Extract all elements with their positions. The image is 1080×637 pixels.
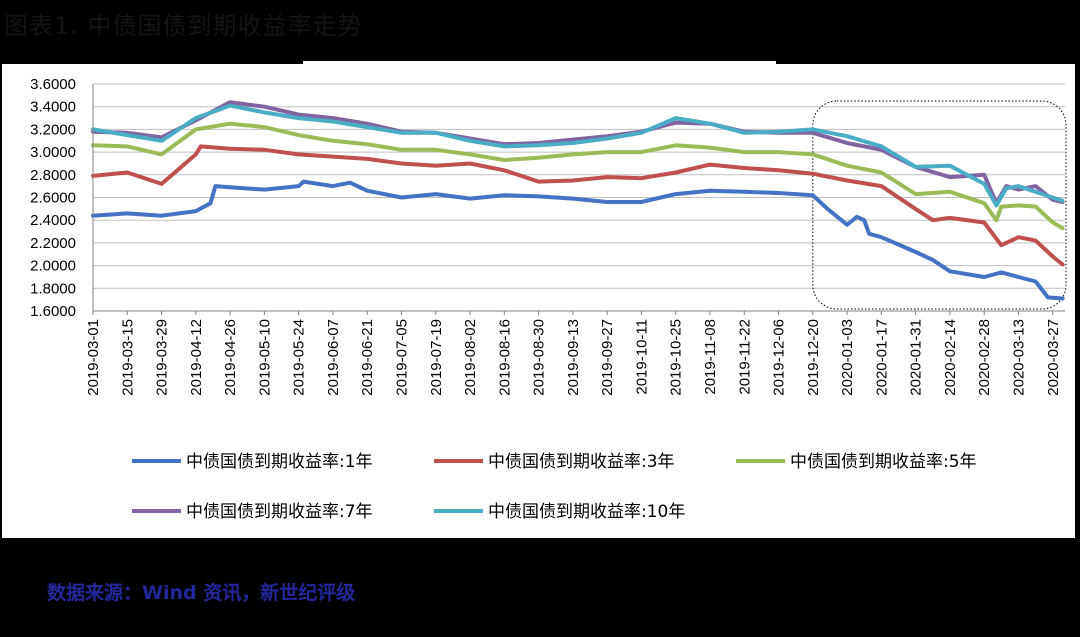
x-tick-label: 2019-09-13 xyxy=(565,319,582,396)
x-tick-label: 2019-03-15 xyxy=(119,319,136,396)
y-tick-label: 3.0000 xyxy=(30,144,76,161)
y-tick-label: 1.8000 xyxy=(30,280,76,297)
y-tick-label: 2.8000 xyxy=(30,167,76,184)
legend-label: 中债国债到期收益率:7年 xyxy=(186,502,373,522)
x-tick-label: 2019-12-20 xyxy=(805,319,822,396)
x-tick-label: 2019-08-30 xyxy=(531,319,548,396)
x-tick-label: 2019-11-22 xyxy=(736,319,753,395)
x-tick-label: 2019-04-26 xyxy=(222,319,239,396)
x-tick-label: 2019-03-01 xyxy=(85,319,102,396)
x-tick-label: 2019-07-05 xyxy=(393,319,410,396)
x-tick-label: 2020-03-27 xyxy=(1045,319,1062,396)
data-source-note: 数据来源：Wind 资讯，新世纪评级 xyxy=(47,582,356,604)
y-tick-label: 1.6000 xyxy=(30,303,76,320)
x-tick-label: 2019-04-12 xyxy=(188,319,205,396)
x-tick-label: 2020-01-03 xyxy=(839,319,856,396)
chart-container: 3.6000 3.4000 3.2000 3.0000 2.8000 2.6000 2.40… xyxy=(2,64,1075,538)
y-tick-label: 3.4000 xyxy=(30,99,76,116)
y-tick-label: 3.6000 xyxy=(30,76,76,93)
x-tick-label: 2019-08-16 xyxy=(496,319,513,396)
x-tick-label: 2019-05-10 xyxy=(256,319,273,396)
x-tick-label: 2019-05-24 xyxy=(291,319,308,396)
x-tick-label: 2019-10-25 xyxy=(668,319,685,396)
legend-label: 中债国债到期收益率:3年 xyxy=(488,452,675,472)
x-tick-label: 2019-10-11 xyxy=(633,319,650,395)
legend-label: 中债国债到期收益率:10年 xyxy=(488,502,685,522)
y-tick-label: 3.2000 xyxy=(30,121,76,138)
yield-line-chart: 3.6000 3.4000 3.2000 3.0000 2.8000 2.6000 2.40… xyxy=(30,76,1067,522)
x-tick-label: 2020-01-31 xyxy=(908,319,925,396)
y-tick-label: 2.6000 xyxy=(30,190,76,207)
series-line-3 xyxy=(91,121,1065,231)
legend-label: 中债国债到期收益率:5年 xyxy=(790,452,977,472)
x-tick-label: 2019-11-08 xyxy=(702,319,719,395)
series-line-2 xyxy=(91,144,1065,267)
figure-title: 图表1. 中债国债到期收益率走势 xyxy=(4,12,363,40)
divider-line xyxy=(303,61,776,64)
x-tick-label: 2019-08-02 xyxy=(462,319,479,396)
x-tick-label: 2020-03-13 xyxy=(1010,319,1027,396)
series-line-5 xyxy=(91,103,1065,208)
y-tick-label: 2.2000 xyxy=(30,235,76,252)
series-line-1 xyxy=(91,179,1065,301)
x-tick-label: 2020-02-28 xyxy=(976,319,993,396)
y-tick-label: 2.4000 xyxy=(30,212,76,229)
x-tick-label: 2019-03-29 xyxy=(154,319,171,396)
x-tick-label: 2019-07-19 xyxy=(428,319,445,396)
x-tick-label: 2019-12-06 xyxy=(771,319,788,396)
highlight-box xyxy=(812,100,1067,310)
legend-label: 中债国债到期收益率:1年 xyxy=(186,452,373,472)
x-tick-label: 2020-02-14 xyxy=(942,319,959,396)
x-tick-label: 2019-06-21 xyxy=(359,319,376,396)
x-tick-label: 2020-01-17 xyxy=(873,319,890,396)
x-tick-label: 2019-06-07 xyxy=(325,319,342,396)
x-tick-label: 2019-09-27 xyxy=(599,319,616,396)
y-tick-label: 2.0000 xyxy=(30,258,76,275)
